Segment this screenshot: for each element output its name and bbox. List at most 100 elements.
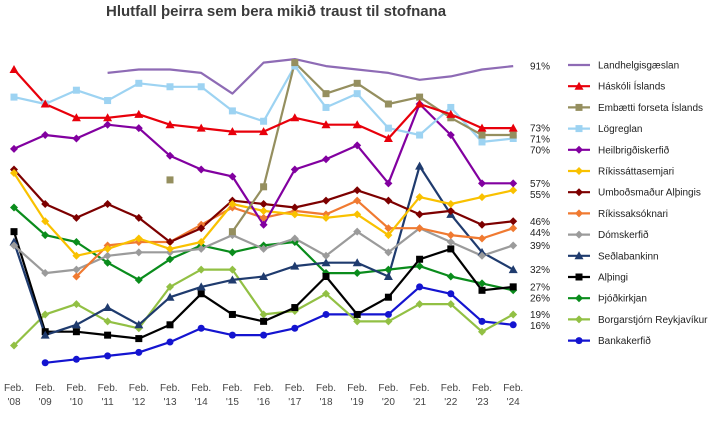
- legend-item-bankakerfid: Bankakerfið: [568, 335, 651, 347]
- data-point-heilbrigdiskerfid-6: [197, 165, 206, 174]
- data-point-rikissattasemjari-11: [353, 210, 362, 219]
- legend-label-logreglan: Lögreglan: [598, 124, 642, 135]
- data-point-domskerfid-15: [478, 251, 486, 260]
- data-point-sedlabankinn-5: [165, 292, 175, 301]
- data-point-sedlabankinn-10: [321, 258, 331, 267]
- data-point-thjodkirkjan-14: [446, 272, 455, 281]
- data-point-sedlabankinn-3: [103, 303, 113, 312]
- data-point-borgarstjorn-reykjavikur-8: [259, 310, 268, 319]
- legend-label-bankakerfid: Bankakerfið: [598, 335, 651, 347]
- legend-swatch-marker-logreglan: [575, 125, 583, 133]
- data-point-sedlabankinn-12: [383, 272, 393, 280]
- x-tick-label-top-8: Feb.: [254, 383, 274, 394]
- data-point-logreglan-7: [228, 107, 236, 115]
- legend-label-landhelgisgaeslan: Landhelgisgæslan: [598, 61, 679, 72]
- data-point-domskerfid-10: [322, 251, 330, 260]
- legend-swatch-marker-thjodkirkjan: [575, 294, 583, 303]
- data-point-rikissattasemjari-14: [446, 200, 455, 209]
- data-point-rikissattasemjari-2: [72, 251, 81, 260]
- data-point-rikissattasemjari-10: [322, 213, 330, 222]
- data-point-umbodsmadur-althingis-12: [384, 196, 393, 205]
- data-point-rikissattasemjari-15: [478, 193, 486, 202]
- data-point-logreglan-11: [353, 90, 361, 98]
- data-point-rikissattasemjari-4: [134, 234, 143, 243]
- x-tick-label-top-0: Feb.: [4, 383, 24, 394]
- data-point-haskoli-islands-16: [508, 123, 518, 132]
- data-point-haskoli-islands-7: [227, 127, 237, 136]
- data-point-rikissaksoknari-16: [509, 224, 518, 233]
- legend-label-domskerfid: Dómskerfið: [598, 229, 649, 241]
- data-point-borgarstjorn-reykjavikur-15: [478, 327, 486, 336]
- data-point-embaetti-forseta-islands-9: [291, 59, 299, 67]
- data-point-domskerfid-4: [134, 248, 143, 257]
- data-point-domskerfid-1: [41, 269, 50, 278]
- x-tick-label-bottom-4: '12: [132, 397, 145, 408]
- data-point-haskoli-islands-9: [290, 113, 300, 122]
- data-point-umbodsmadur-althingis-5: [166, 238, 174, 246]
- x-tick-label-top-3: Feb.: [98, 383, 118, 394]
- data-point-borgarstjorn-reykjavikur-5: [166, 282, 174, 291]
- data-point-rikissattasemjari-8: [259, 206, 268, 215]
- legend-item-heilbrigdiskerfid: Heilbrigðiskerfið: [568, 144, 670, 156]
- data-point-haskoli-islands-12: [383, 134, 393, 142]
- data-point-haskoli-islands-5: [165, 120, 175, 129]
- end-label-umbodsmadur-althingis: 46%: [530, 217, 550, 228]
- data-point-rikissaksoknari-12: [384, 224, 393, 233]
- data-point-bankakerfid-8: [260, 331, 268, 339]
- data-point-rikissattasemjari-9: [290, 210, 299, 219]
- data-point-borgarstjorn-reykjavikur-10: [322, 289, 330, 298]
- x-tick-label-bottom-7: '15: [226, 397, 239, 408]
- data-point-heilbrigdiskerfid-7: [228, 172, 237, 181]
- data-point-haskoli-islands-4: [134, 109, 144, 118]
- data-point-thjodkirkjan-4: [134, 275, 143, 284]
- data-point-haskoli-islands-6: [196, 123, 206, 132]
- data-point-borgarstjorn-reykjavikur-12: [384, 317, 393, 326]
- data-point-althingi-12: [384, 293, 392, 301]
- data-point-domskerfid-2: [72, 265, 81, 274]
- data-point-umbodsmadur-althingis-16: [509, 217, 518, 226]
- data-point-domskerfid-14: [446, 238, 455, 246]
- data-point-heilbrigdiskerfid-3: [103, 120, 112, 129]
- data-point-umbodsmadur-althingis-9: [290, 203, 299, 212]
- x-tick-label-bottom-9: '17: [288, 397, 301, 408]
- data-point-heilbrigdiskerfid-2: [72, 134, 81, 143]
- legend-item-sedlabankinn: Seðlabankinn: [568, 250, 659, 262]
- data-point-bankakerfid-9: [291, 324, 299, 332]
- data-point-haskoli-islands-3: [103, 113, 113, 122]
- legend-label-haskoli-islands: Háskóli Íslands: [598, 80, 665, 93]
- data-point-thjodkirkjan-5: [166, 255, 174, 264]
- data-point-rikissattasemjari-7: [228, 200, 237, 209]
- x-tick-label-top-13: Feb.: [410, 383, 430, 394]
- data-point-borgarstjorn-reykjavikur-11: [353, 317, 362, 326]
- data-point-borgarstjorn-reykjavikur-6: [197, 265, 206, 274]
- legend-swatch-marker-domskerfid: [575, 230, 583, 239]
- data-point-thjodkirkjan-1: [41, 231, 50, 240]
- data-point-rikissaksoknari-8: [259, 213, 268, 222]
- data-point-umbodsmadur-althingis-3: [103, 200, 112, 209]
- data-point-domskerfid-8: [259, 244, 268, 253]
- data-point-thjodkirkjan-3: [103, 258, 112, 267]
- x-tick-label-bottom-16: '24: [507, 397, 520, 408]
- x-tick-label-top-9: Feb.: [285, 383, 305, 394]
- data-point-thjodkirkjan-7: [228, 248, 237, 257]
- data-point-heilbrigdiskerfid-16: [509, 179, 518, 188]
- x-tick-label-top-6: Feb.: [191, 383, 211, 394]
- legend-label-rikissattasemjari: Ríkissáttasemjari: [598, 167, 674, 178]
- x-tick-label-top-1: Feb.: [35, 383, 55, 394]
- legend-label-rikissaksoknari: Ríkissaksóknari: [598, 209, 668, 220]
- data-point-rikissattasemjari-0: [10, 169, 18, 177]
- data-point-rikissattasemjari-6: [197, 238, 206, 246]
- data-point-althingi-16: [509, 283, 517, 291]
- data-point-rikissattasemjari-5: [166, 244, 174, 253]
- data-point-rikissaksoknari-15: [478, 234, 486, 243]
- data-point-logreglan-6: [197, 83, 205, 91]
- legend-swatch-marker-haskoli-islands: [574, 81, 584, 90]
- x-tick-label-bottom-5: '13: [163, 397, 176, 408]
- x-tick-label-top-15: Feb.: [472, 383, 492, 394]
- data-point-rikissattasemjari-13: [415, 193, 424, 202]
- data-point-althingi-8: [260, 317, 268, 325]
- x-tick-label-top-4: Feb.: [129, 383, 149, 394]
- data-point-thjodkirkjan-12: [384, 265, 393, 274]
